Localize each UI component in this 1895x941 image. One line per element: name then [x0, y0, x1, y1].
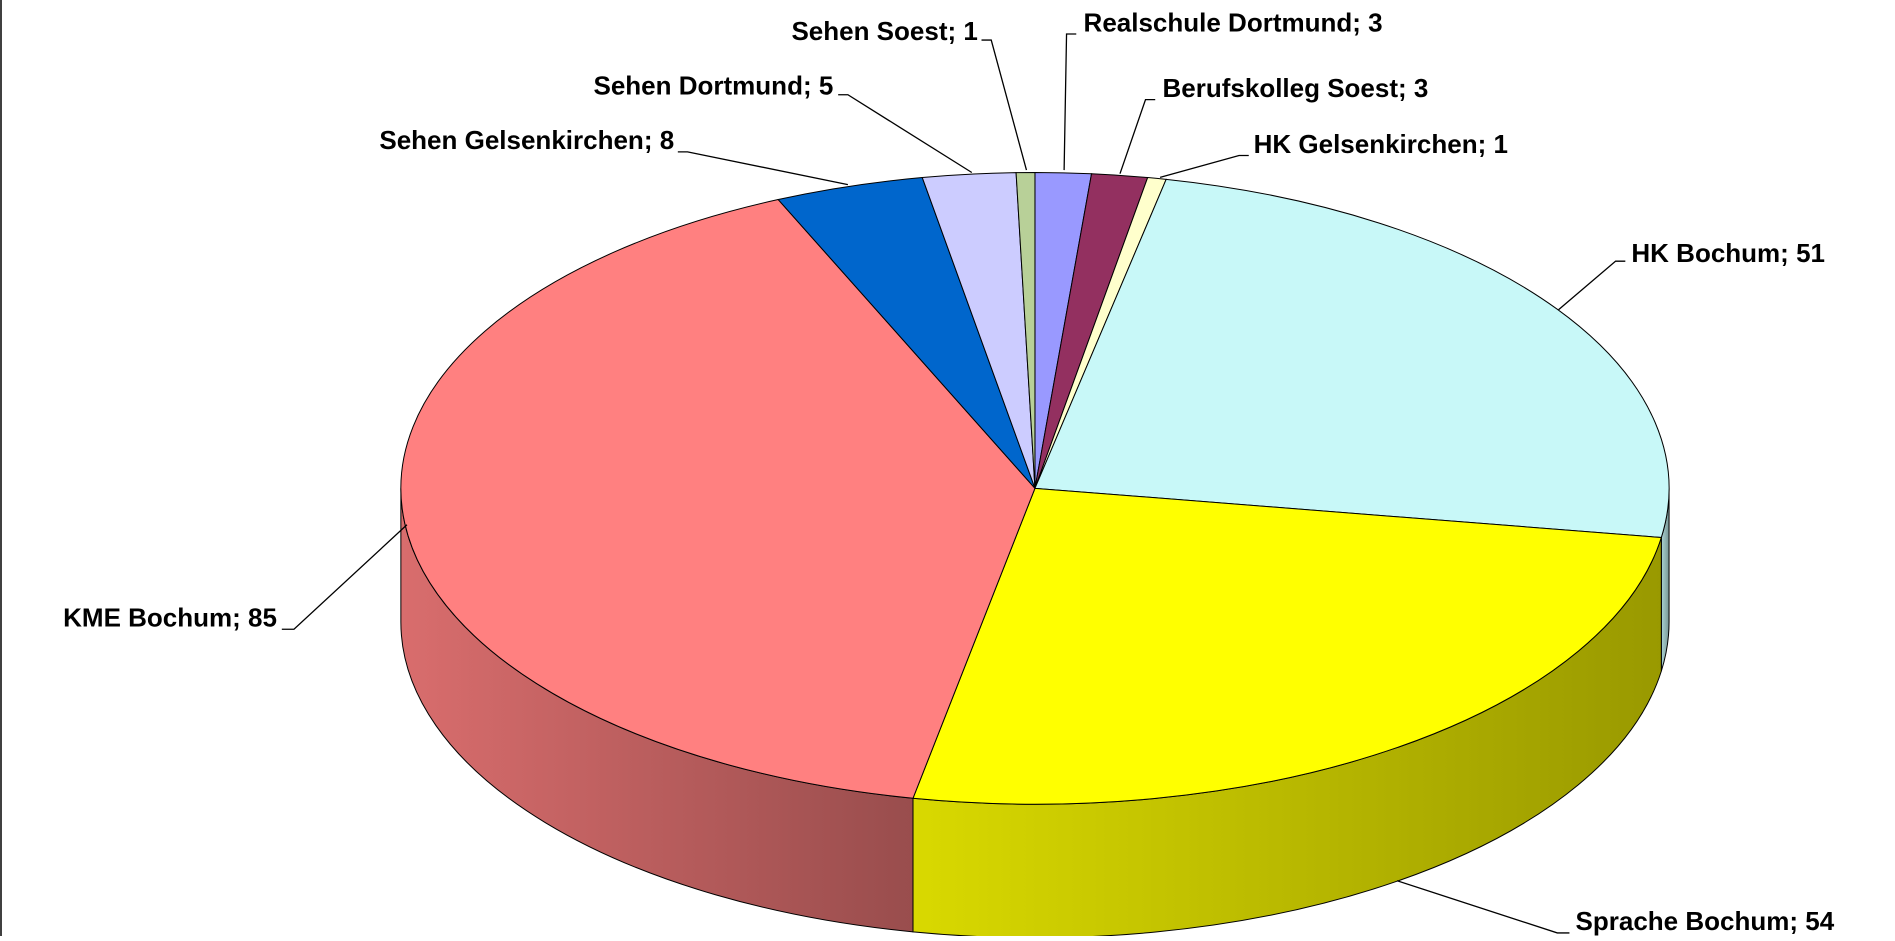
slice: [1034, 178, 1670, 539]
label-separator: ;: [1352, 7, 1368, 37]
slice: [1015, 171, 1036, 489]
label-value: 8: [660, 125, 674, 155]
label-name: KME Bochum: [63, 602, 232, 632]
data-label: Sprache Bochum; 54: [1576, 906, 1835, 936]
leader-line: [1063, 33, 1077, 171]
leader-line: [1396, 880, 1570, 934]
label-name: Sprache Bochum: [1576, 906, 1790, 936]
label-value: 3: [1414, 73, 1428, 103]
label-value: 1: [963, 16, 977, 46]
slice: [912, 487, 1662, 805]
data-label: Sehen Dortmund; 5: [594, 70, 834, 100]
label-separator: ;: [644, 125, 660, 155]
data-label: HK Bochum; 51: [1631, 238, 1825, 268]
label-name: HK Gelsenkirchen: [1254, 129, 1478, 159]
leader-line: [981, 39, 1028, 171]
leader-line: [1119, 98, 1156, 174]
label-value: 3: [1368, 7, 1382, 37]
slice: [400, 198, 1036, 799]
label-value: 85: [248, 602, 277, 632]
label-name: Sehen Dortmund: [594, 70, 803, 100]
label-separator: ;: [1789, 906, 1805, 936]
leader-line: [677, 151, 849, 186]
leader-line: [281, 524, 408, 630]
label-name: Sehen Gelsenkirchen: [379, 125, 643, 155]
label-separator: ;: [1780, 238, 1796, 268]
label-value: 54: [1805, 906, 1834, 936]
label-name: HK Bochum: [1631, 238, 1780, 268]
data-label: HK Gelsenkirchen; 1: [1254, 129, 1508, 159]
label-name: Realschule Dortmund: [1084, 7, 1353, 37]
data-label: Sehen Gelsenkirchen; 8: [379, 125, 674, 155]
leader-line: [1558, 260, 1626, 311]
leader-line: [838, 94, 973, 174]
label-name: Berufskolleg Soest: [1163, 73, 1399, 103]
label-value: 5: [819, 70, 833, 100]
label-separator: ;: [232, 602, 248, 632]
label-separator: ;: [948, 16, 964, 46]
data-label: Sehen Soest; 1: [791, 16, 977, 46]
data-label: Realschule Dortmund; 3: [1084, 7, 1383, 37]
data-label: Berufskolleg Soest; 3: [1163, 73, 1429, 103]
label-name: Sehen Soest: [791, 16, 947, 46]
data-label: KME Bochum; 85: [63, 602, 277, 632]
label-separator: ;: [1478, 129, 1494, 159]
label-value: 1: [1493, 129, 1507, 159]
label-value: 51: [1796, 238, 1825, 268]
label-separator: ;: [803, 70, 819, 100]
leader-line: [1159, 154, 1249, 178]
label-separator: ;: [1398, 73, 1414, 103]
